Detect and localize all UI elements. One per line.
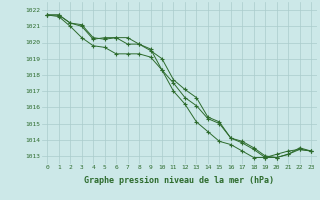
X-axis label: Graphe pression niveau de la mer (hPa): Graphe pression niveau de la mer (hPa) [84, 176, 274, 185]
